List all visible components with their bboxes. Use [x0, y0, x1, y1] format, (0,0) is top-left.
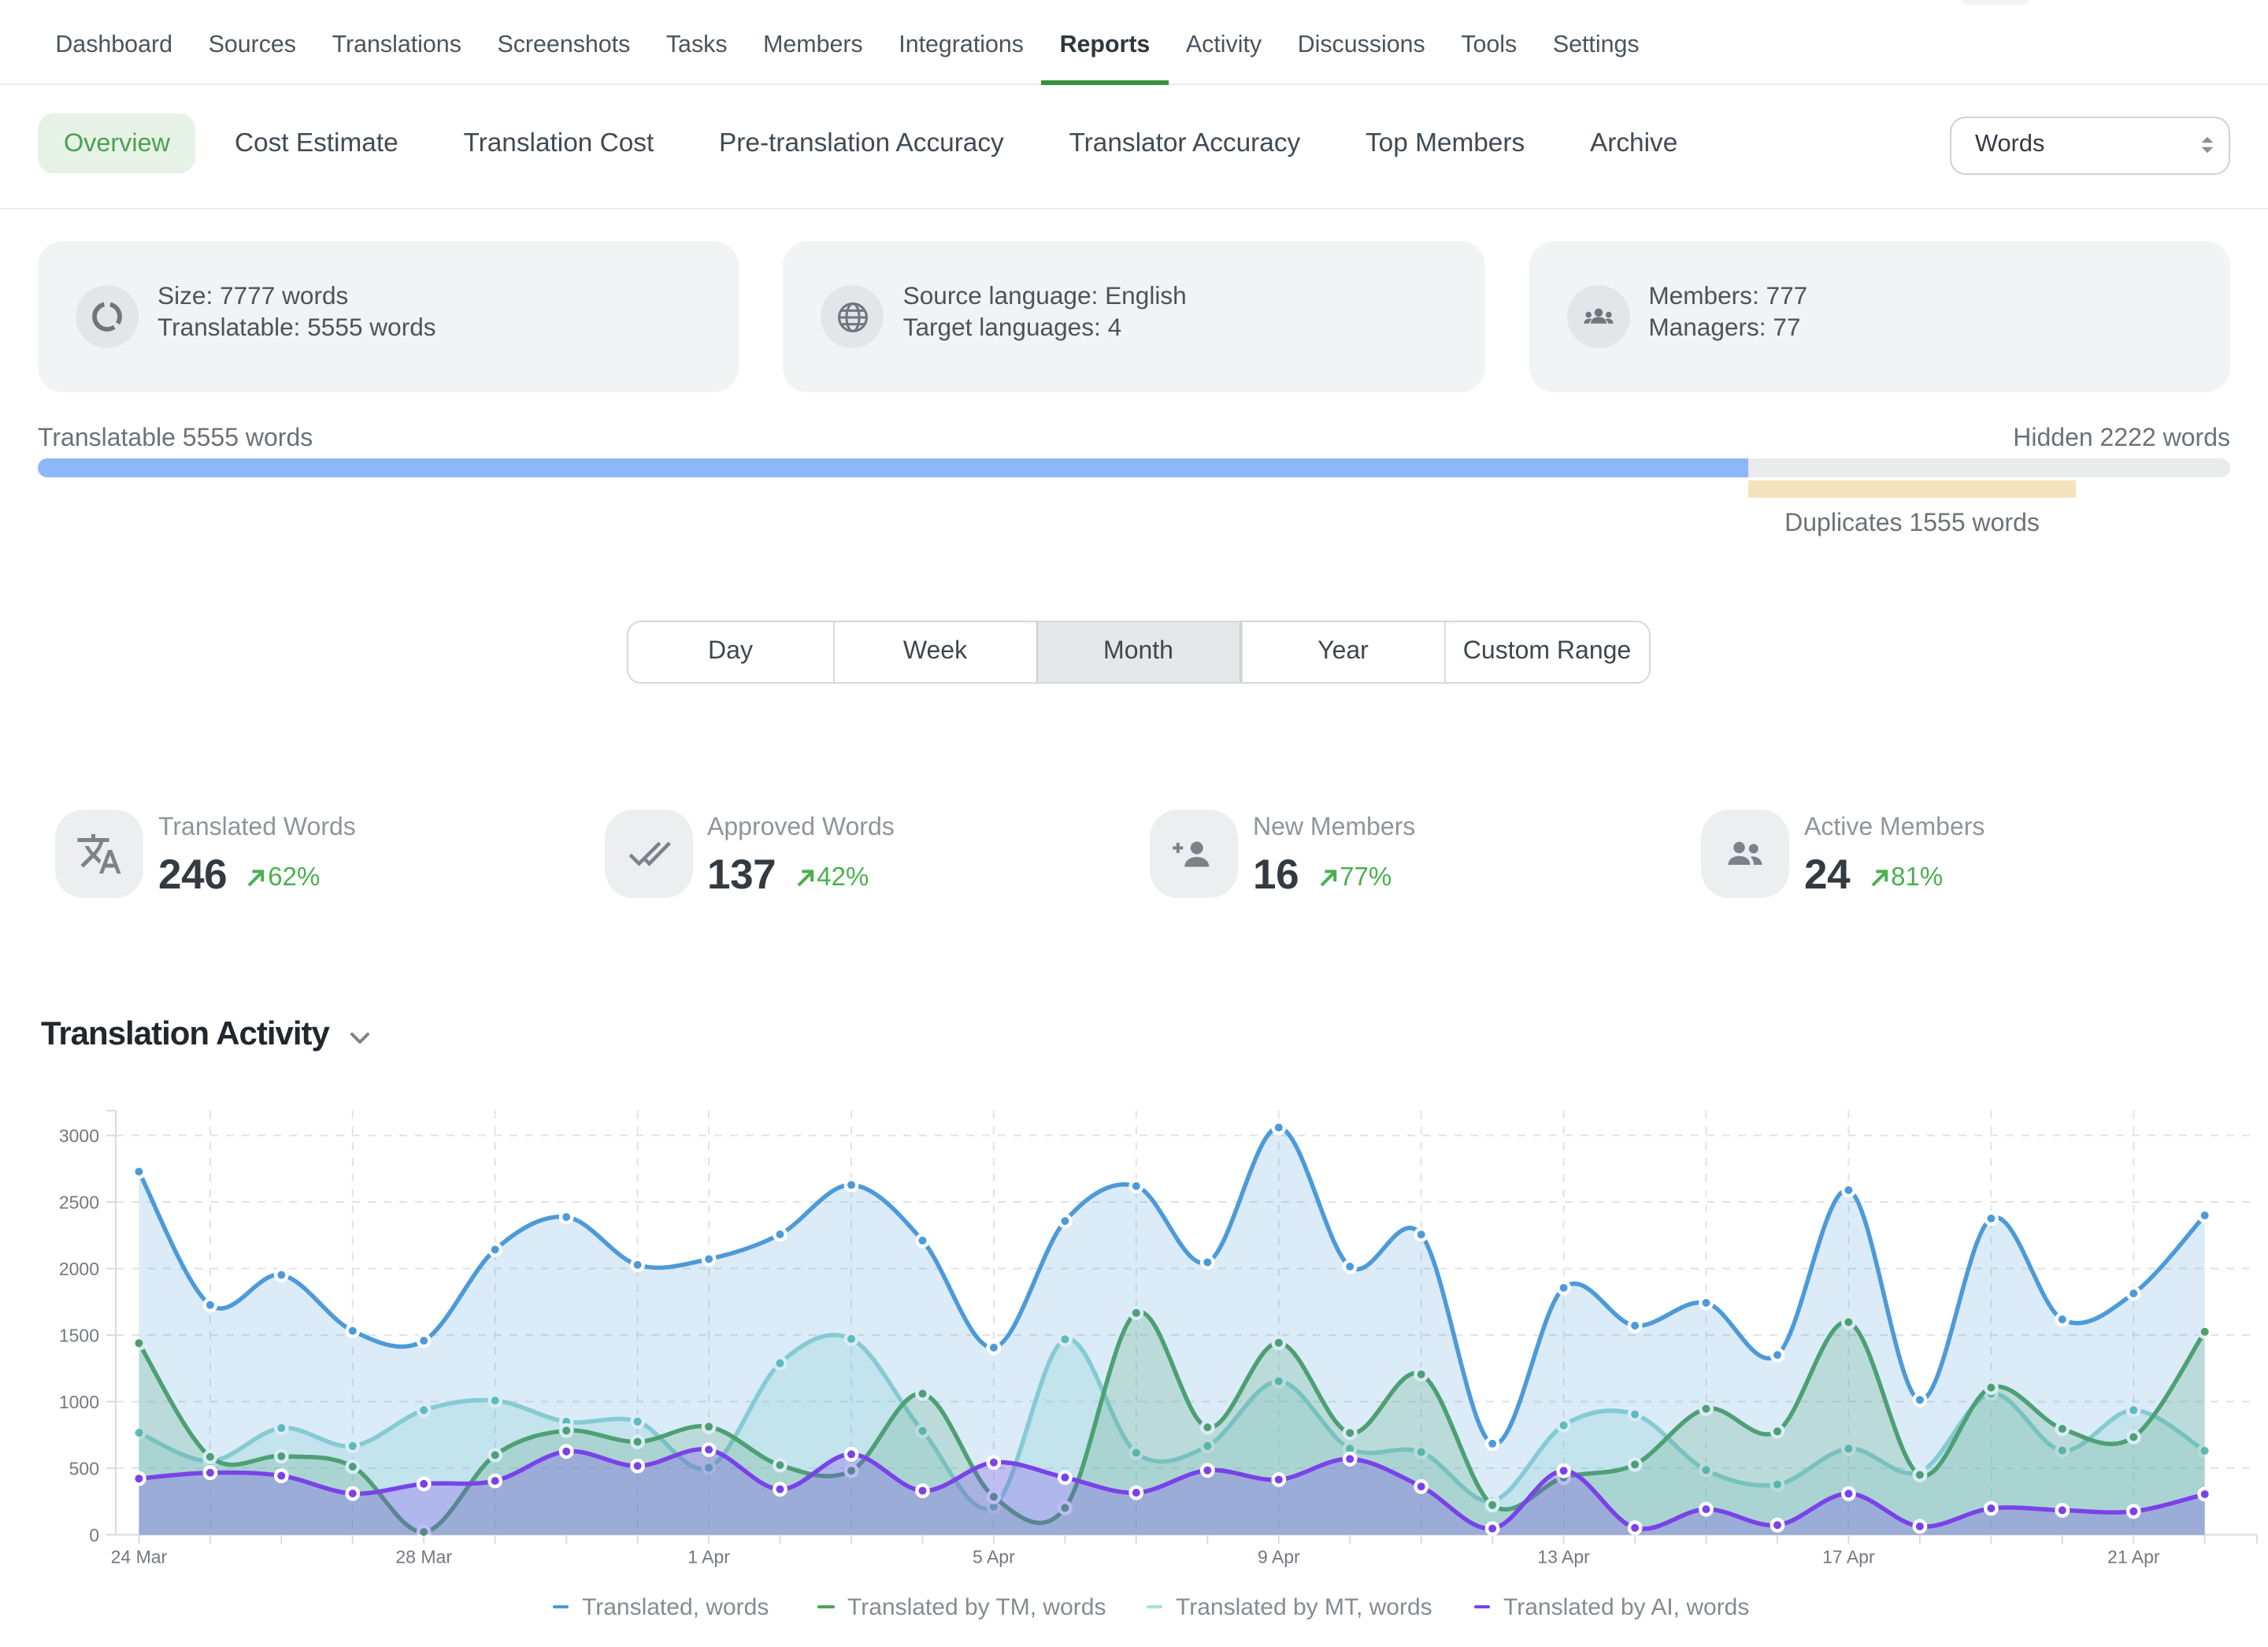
svg-text:0: 0	[89, 1525, 99, 1545]
svg-text:2000: 2000	[59, 1259, 99, 1279]
svg-text:500: 500	[69, 1459, 99, 1479]
svg-text:21 Apr: 21 Apr	[2107, 1547, 2160, 1567]
svg-text:5 Apr: 5 Apr	[973, 1547, 1015, 1567]
svg-text:3000: 3000	[59, 1126, 99, 1146]
svg-text:9 Apr: 9 Apr	[1258, 1547, 1300, 1567]
svg-text:1 Apr: 1 Apr	[687, 1547, 730, 1567]
svg-text:2500: 2500	[59, 1193, 99, 1213]
svg-text:13 Apr: 13 Apr	[1537, 1547, 1590, 1567]
svg-text:24 Mar: 24 Mar	[111, 1547, 168, 1567]
svg-text:1500: 1500	[59, 1326, 99, 1346]
svg-text:1000: 1000	[59, 1392, 99, 1412]
svg-text:28 Mar: 28 Mar	[395, 1547, 452, 1567]
svg-text:17 Apr: 17 Apr	[1822, 1547, 1875, 1567]
